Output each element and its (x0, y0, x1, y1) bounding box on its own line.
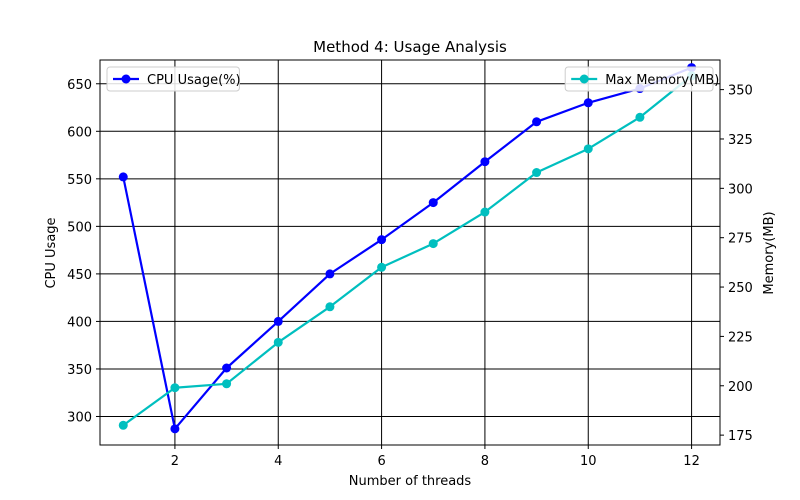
series-0-point (273, 316, 283, 326)
x-axis-title: Number of threads (349, 474, 472, 489)
series-0-point (428, 198, 438, 208)
legend-label-1: Max Memory(MB) (605, 73, 719, 88)
legend-box-1 (564, 66, 714, 92)
series-1-point (170, 383, 180, 393)
x-tick-label: 8 (481, 454, 489, 469)
series-1-point (583, 144, 593, 154)
y-left-tick-label: 550 (67, 173, 92, 188)
series-0-point (170, 424, 180, 434)
series-0-point (325, 269, 335, 279)
series-line-1 (122, 74, 693, 427)
series-0-point (222, 363, 232, 373)
legend-marker-0 (121, 74, 131, 84)
x-tick-label: 12 (683, 454, 700, 469)
y-right-tick-label: 325 (728, 133, 753, 148)
y-right-tick-label: 175 (728, 429, 753, 444)
y-left-tick-label: 300 (67, 410, 92, 425)
y-right-tick-label: 200 (728, 380, 753, 395)
y-left-tick-label: 350 (67, 363, 92, 378)
x-tick-label: 4 (274, 454, 282, 469)
series-1-point (222, 379, 232, 389)
y-left-tick-label: 450 (67, 268, 92, 283)
series-1-point (325, 302, 335, 312)
y-left-tick-label: 650 (67, 78, 92, 93)
x-tick-label: 10 (580, 454, 597, 469)
y-right-axis-title: Memory(MB) (762, 211, 777, 294)
series-0-point (532, 117, 542, 127)
series-1-point (273, 337, 283, 347)
series-1-point (480, 207, 490, 217)
series-1-point (635, 112, 645, 122)
y-right-tick-label: 250 (728, 281, 753, 296)
y-left-tick-label: 600 (67, 125, 92, 140)
y-right-tick-label: 275 (728, 232, 753, 247)
series-1-point (428, 239, 438, 249)
chart-title: Method 4: Usage Analysis (313, 38, 507, 56)
series-1-point (118, 420, 128, 430)
x-tick-label: 2 (171, 454, 179, 469)
plot-frame (99, 59, 721, 446)
legend-marker-1 (579, 74, 589, 84)
series-line-0 (122, 66, 692, 430)
series-1-point (377, 262, 387, 272)
y-left-tick-label: 500 (67, 220, 92, 235)
plot-area: 2 4 6 8 10 12 300 350 400 450 500 550 600 650 175 200 22… (67, 59, 753, 469)
legend-label-0: CPU Usage(%) (147, 73, 241, 88)
x-tick-label: 6 (377, 454, 385, 469)
legend-box-0 (106, 66, 240, 92)
y-left-axis-title: CPU Usage (44, 217, 59, 288)
y-right-tick-label: 350 (728, 84, 753, 99)
y-left-tick-label: 400 (67, 315, 92, 330)
series-0-point (583, 98, 593, 108)
y-right-tick-label: 225 (728, 330, 753, 345)
series-0-point (118, 172, 128, 182)
y-right-tick-label: 300 (728, 182, 753, 197)
series-1-point (532, 168, 542, 178)
series-0-point (480, 157, 490, 167)
series-0-point (377, 235, 387, 245)
